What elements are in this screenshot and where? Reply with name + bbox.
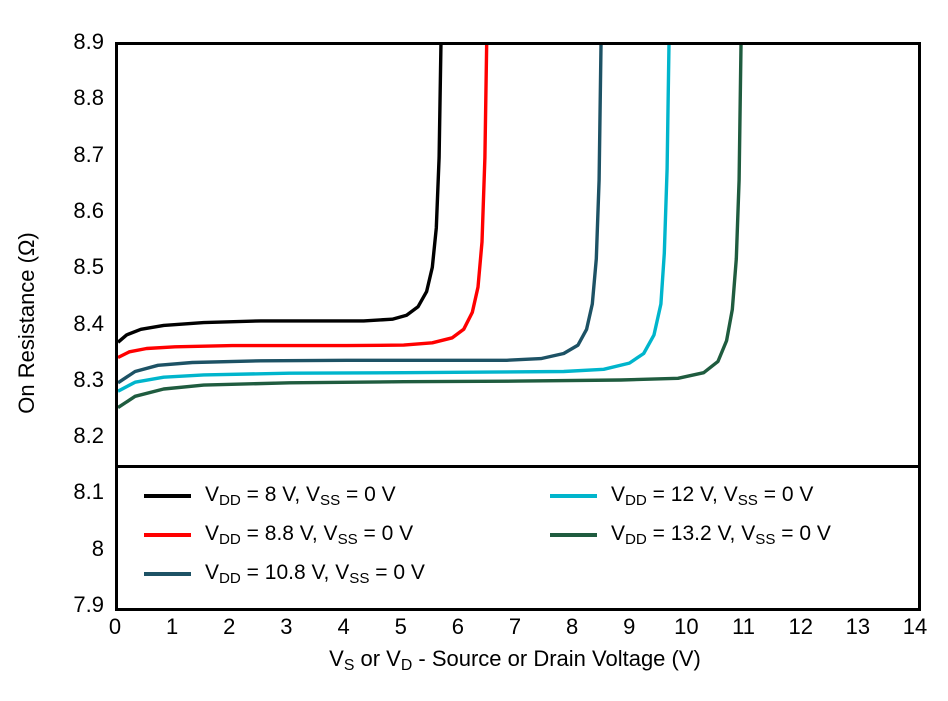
label-text: = 10.8 V, V (240, 561, 350, 584)
y-tick-label: 7.9 (73, 592, 104, 617)
label-subscript: DD (219, 531, 241, 549)
legend-col-2: VDD = 12 V, VSS = 0 V VDD = 13.2 V, VSS =… (550, 482, 831, 608)
label-text: = 8 V, V (240, 483, 321, 506)
x-tick-label: 14 (902, 614, 928, 639)
y-tick-label: 8.8 (73, 85, 104, 111)
legend-item-vdd-8: VDD = 8 V, VSS = 0 V (144, 482, 550, 510)
label-subscript: SS (337, 531, 358, 549)
legend-swatch-vdd-8p8 (144, 533, 191, 537)
x-tick-label: 6 (451, 614, 464, 639)
legend-label-vdd-12: VDD = 12 V, VSS = 0 V (611, 482, 813, 510)
label-subscript: SS (737, 492, 758, 510)
x-tick-label: 2 (223, 614, 236, 639)
x-tick-label: 8 (566, 614, 579, 639)
y-tick-label: 8.9 (73, 29, 104, 54)
y-tick-label: 8.1 (73, 479, 104, 505)
y-tick-label: 8.2 (73, 423, 104, 449)
curve-vdd-8p8 (118, 45, 489, 360)
label-text: = 8.8 V, V (240, 522, 338, 545)
label-text: = 0 V (775, 522, 831, 545)
label-text: V (611, 483, 626, 506)
plot-area: VDD = 8 V, VSS = 0 V VDD = 8.8 V, VSS = 0… (115, 42, 921, 611)
x-axis-title: VS or VD - Source or Drain Voltage (V) (115, 646, 915, 675)
legend-col-1: VDD = 8 V, VSS = 0 V VDD = 8.8 V, VSS = 0… (144, 482, 550, 608)
x-tick-label: 11 (732, 614, 755, 639)
label-text: V (205, 561, 220, 584)
label-text: V (611, 522, 626, 545)
x-tick-label: 1 (166, 614, 179, 639)
curve-vdd-13p2 (118, 45, 743, 410)
legend-label-vdd-13p2: VDD = 13.2 V, VSS = 0 V (611, 521, 831, 549)
x-tick-label: 13 (845, 614, 871, 639)
label-subscript: D (400, 657, 413, 675)
legend-item-vdd-8p8: VDD = 8.8 V, VSS = 0 V (144, 521, 550, 549)
x-tick-label: 7 (508, 614, 522, 639)
legend-swatch-vdd-13p2 (550, 533, 597, 537)
curve-vdd-8 (118, 45, 443, 344)
label-text: - Source or Drain Voltage (V) (412, 646, 701, 671)
legend-label-vdd-10p8: VDD = 10.8 V, VSS = 0 V (205, 560, 425, 588)
y-tick-label: 8.7 (73, 141, 104, 167)
label-text: = 0 V (369, 561, 425, 584)
label-subscript: DD (625, 492, 647, 510)
label-subscript: DD (219, 492, 241, 510)
legend-swatch-vdd-12 (550, 494, 597, 498)
label-subscript: DD (625, 531, 647, 549)
x-tick-label: 0 (108, 614, 122, 639)
legend-label-vdd-8p8: VDD = 8.8 V, VSS = 0 V (205, 521, 413, 549)
x-tick-label: 3 (280, 614, 293, 639)
label-subscript: S (343, 657, 355, 675)
label-subscript: SS (349, 570, 370, 588)
label-text: = 0 V (340, 483, 396, 506)
y-tick-label: 8.4 (73, 310, 104, 336)
label-text: or V (354, 646, 401, 671)
x-tick-label: 12 (788, 614, 813, 639)
label-text: = 0 V (757, 483, 814, 506)
label-subscript: DD (219, 570, 241, 588)
label-text: = 12 V, V (646, 483, 738, 506)
label-subscript: SS (320, 492, 341, 510)
legend-swatch-vdd-8 (144, 494, 191, 498)
legend-item-vdd-10p8: VDD = 10.8 V, VSS = 0 V (144, 560, 550, 588)
label-text: = 0 V (357, 522, 414, 545)
label-subscript: SS (755, 531, 776, 549)
y-tick-label: 8.3 (73, 366, 104, 392)
x-tick-label: 5 (394, 614, 407, 639)
legend-item-vdd-13p2: VDD = 13.2 V, VSS = 0 V (550, 521, 831, 549)
curves-svg (118, 45, 743, 410)
legend-label-vdd-8: VDD = 8 V, VSS = 0 V (205, 482, 396, 510)
y-tick-label: 8 (91, 535, 104, 561)
curve-vdd-12 (118, 45, 671, 393)
x-tick-label: 4 (337, 614, 350, 639)
x-tick-label: 9 (623, 614, 636, 639)
label-text: V (205, 483, 220, 506)
y-tick-label: 8.5 (73, 254, 104, 280)
curve-vdd-10p8 (118, 45, 603, 385)
legend: VDD = 8 V, VSS = 0 V VDD = 8.8 V, VSS = 0… (115, 465, 921, 611)
label-text: V (329, 646, 344, 671)
legend-item-vdd-12: VDD = 12 V, VSS = 0 V (550, 482, 831, 510)
legend-swatch-vdd-10p8 (144, 572, 191, 576)
label-text: V (205, 522, 220, 545)
label-text: = 13.2 V, V (646, 522, 756, 545)
x-tick-label: 10 (674, 614, 699, 639)
y-tick-label: 8.6 (73, 197, 104, 223)
